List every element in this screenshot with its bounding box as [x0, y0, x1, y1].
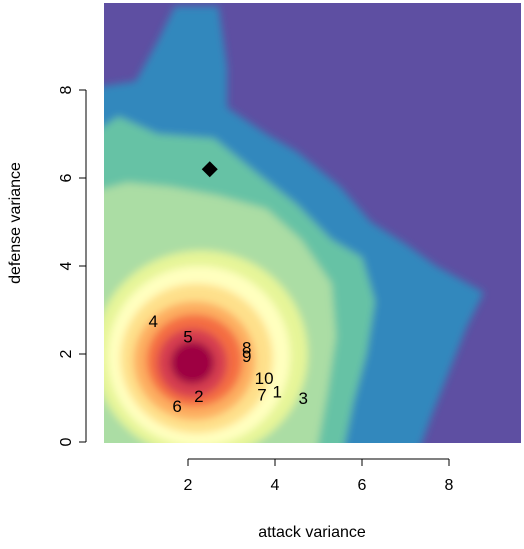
x-axis-title: attack variance	[258, 524, 366, 541]
point-label-10: 10	[255, 369, 274, 388]
x-tick-label: 8	[445, 477, 454, 494]
y-axis-title: defense variance	[7, 162, 24, 284]
y-axis-ticks: 0 2 4 6 8	[58, 85, 86, 446]
point-label-4: 4	[148, 312, 157, 331]
y-tick-label: 8	[58, 85, 75, 94]
density-layers	[104, 6, 484, 443]
y-tick-label: 4	[58, 261, 75, 270]
x-tick-label: 4	[271, 477, 280, 494]
x-axis-ticks: 2 4 6 8	[184, 459, 454, 494]
y-tick-label: 2	[58, 349, 75, 358]
x-tick-label: 6	[358, 477, 367, 494]
point-label-8: 8	[242, 338, 251, 357]
point-label-9: 9	[242, 347, 251, 366]
point-label-5: 5	[183, 327, 192, 346]
point-label-1: 1	[272, 382, 281, 401]
point-label-3: 3	[299, 389, 308, 408]
axes: 2 4 6 8 0 2 4 6 8	[58, 85, 454, 494]
point-label-7: 7	[257, 385, 266, 404]
point-label-2: 2	[194, 387, 203, 406]
y-tick-label: 0	[58, 437, 75, 446]
x-tick-label: 2	[184, 477, 193, 494]
density-layer-dark-red	[170, 341, 215, 384]
y-tick-label: 6	[58, 173, 75, 182]
point-label-6: 6	[172, 397, 181, 416]
diamond-marker	[201, 161, 218, 178]
plot-region	[104, 3, 521, 443]
